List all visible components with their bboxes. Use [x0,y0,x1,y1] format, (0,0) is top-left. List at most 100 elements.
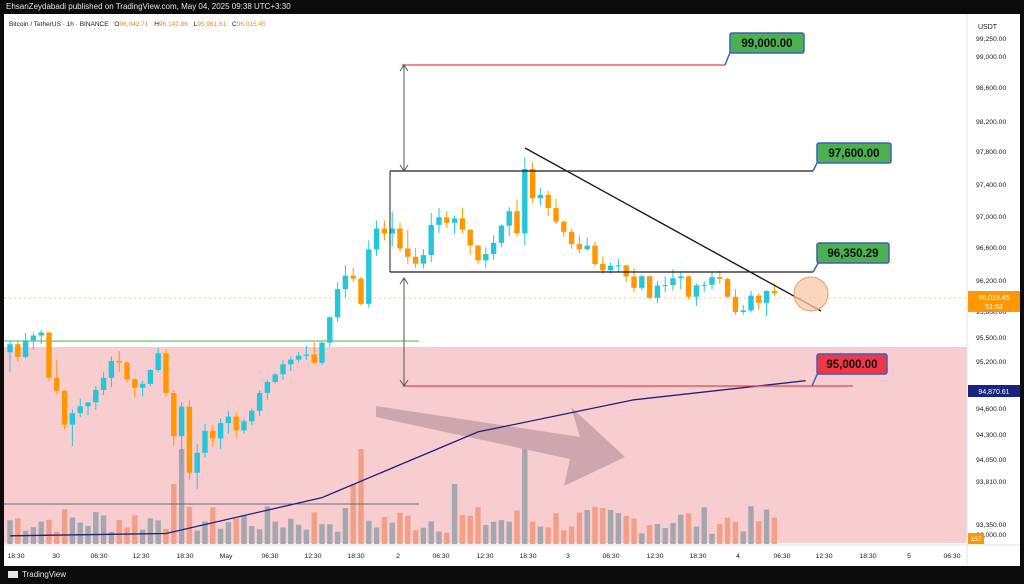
candle-body [132,379,138,388]
time-tick: 12:30 [476,553,493,560]
volume-bar [568,526,575,544]
time-tick: 3 [566,553,570,560]
symbol-name: Bitcoin / TetherUS · 1h · BINANCE [9,21,109,28]
volume-bar [397,512,403,544]
candle-body [217,423,224,439]
candle-body [693,285,700,297]
volume-bar [451,484,458,544]
candle-body [436,217,442,225]
candle-body [709,277,715,285]
volume-bar [7,520,13,544]
candle-body [724,278,731,297]
candlesticks [7,157,778,489]
volume-bar [709,533,715,544]
ema-price-badge: 94,870.61 [968,385,1020,397]
volume-bar [319,524,325,544]
volume-bar [163,529,169,544]
volume-bar [22,530,29,544]
time-tick: 18:30 [689,553,706,560]
candle-body [584,245,590,250]
volume-bar [428,521,434,544]
candle-body [155,353,161,371]
volume-bar [241,515,247,544]
low-value: 95,981.61 [197,21,226,28]
stop-label-95000[interactable]: 95,000.00 [816,353,888,375]
chart-area[interactable]: 99,000.00 97,600.00 96,350.29 95,000.00 … [4,14,1020,566]
time-axis[interactable]: 18:30 30 06:30 12:30 18:30 May 06:30 12:30 18:30… [7,553,960,560]
volume-bar [334,531,341,544]
candle-body [522,168,528,234]
candle-body [662,285,668,287]
target-label-97600[interactable]: 97,600.00 [816,142,892,164]
time-tick: 12:30 [132,553,149,560]
candle-body [233,416,239,431]
price-tick: 96,200.00 [976,278,1006,285]
candle-body [147,370,154,384]
candle-body [241,421,247,431]
measure-arrow-down [399,277,409,387]
candle-body [654,285,661,298]
time-tick: 12:30 [304,553,321,560]
candle-body [108,360,115,378]
price-chart[interactable]: 99,000.00 97,600.00 96,350.29 95,000.00 … [4,14,1020,566]
volume-bar [46,519,52,544]
volume-bar [303,529,310,544]
candle-body [451,218,458,223]
candle-body [381,228,388,234]
volume-bar [210,507,216,544]
price-tick: 98,200.00 [976,119,1006,126]
target-label-96350[interactable]: 96,350.29 [816,242,890,264]
candle-body [77,406,83,414]
breakout-highlight [793,276,829,312]
candle-body [366,249,372,304]
volume-badge: 157 [968,533,984,544]
candle-body [740,310,746,312]
volume-bar [171,484,177,544]
volume-bar [553,513,559,544]
candle-body [194,452,200,473]
volume-bar [100,515,107,544]
candle-body [537,194,544,199]
candle-body [311,354,317,363]
candle-body [342,275,349,290]
candle-body [69,413,76,425]
target-label-99000[interactable]: 99,000.00 [729,32,805,54]
candle-body [568,231,575,245]
candle-body [756,295,762,303]
candle-body [61,390,68,425]
volume-bar [412,530,419,544]
candle-body [85,402,91,407]
stop-label-95000-text: 95,000.00 [826,359,877,371]
volume-bar [522,449,528,544]
candle-body [639,276,645,288]
candle-body [38,332,44,336]
candle-body [670,278,676,286]
candle-body [701,284,707,286]
price-axis[interactable]: 99,250.00 99,000.00 98,600.00 98,200.00 97,8… [976,36,1006,539]
price-tick: 94,600.00 [976,406,1006,413]
volume-bar [639,533,645,544]
time-tick: 4 [736,553,740,560]
volume-bar [178,449,185,544]
volume-bar [584,509,590,544]
target-label-97600-text: 97,600.00 [828,148,879,160]
volume-bar [662,527,668,544]
volume-bar [38,521,44,544]
volume-bar [311,512,317,544]
volume-bar [233,518,239,544]
time-tick: 18:30 [859,553,876,560]
volume-bar [272,521,278,544]
countdown-value: 51:52 [985,304,1003,311]
candle-body [748,295,754,311]
candle-body [514,211,520,234]
candle-body [717,277,723,279]
candle-body [397,228,403,249]
volume-bar [498,520,505,544]
volume-bar [389,522,395,544]
volume-bar [732,521,739,544]
volume-bar [771,517,778,544]
price-tick: 96,600.00 [976,245,1006,252]
volume-bar [459,514,466,544]
candle-body [615,265,622,267]
time-tick: 18:30 [519,553,536,560]
